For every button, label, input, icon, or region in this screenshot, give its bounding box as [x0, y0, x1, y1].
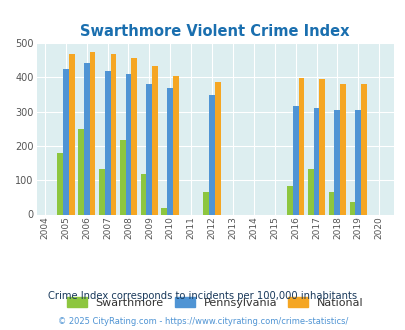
Bar [167, 88, 173, 214]
Bar [313, 108, 319, 214]
Bar [119, 140, 125, 214]
Bar [214, 82, 220, 214]
Bar [298, 78, 304, 214]
Bar [110, 54, 116, 214]
Bar [131, 58, 137, 214]
Bar [203, 191, 209, 214]
Bar [328, 191, 334, 214]
Bar [319, 79, 324, 214]
Bar [63, 69, 68, 214]
Bar [78, 129, 83, 214]
Bar [360, 84, 366, 214]
Bar [146, 84, 152, 214]
Bar [173, 76, 179, 214]
Bar [354, 110, 360, 214]
Bar [140, 174, 146, 214]
Bar [307, 169, 313, 214]
Bar [349, 202, 354, 215]
Bar [90, 52, 95, 214]
Bar [152, 66, 158, 214]
Bar [98, 169, 104, 214]
Bar [57, 153, 63, 215]
Bar [161, 208, 167, 214]
Bar [104, 71, 110, 214]
Text: Crime Index corresponds to incidents per 100,000 inhabitants: Crime Index corresponds to incidents per… [48, 291, 357, 301]
Bar [83, 63, 90, 214]
Bar [292, 106, 298, 214]
Bar [334, 110, 339, 214]
Title: Swarthmore Violent Crime Index: Swarthmore Violent Crime Index [80, 24, 349, 39]
Bar [209, 95, 214, 214]
Bar [68, 53, 75, 214]
Bar [286, 186, 292, 214]
Bar [125, 75, 131, 214]
Text: © 2025 CityRating.com - https://www.cityrating.com/crime-statistics/: © 2025 CityRating.com - https://www.city… [58, 317, 347, 326]
Bar [339, 84, 345, 214]
Legend: Swarthmore, Pennsylvania, National: Swarthmore, Pennsylvania, National [66, 297, 363, 308]
